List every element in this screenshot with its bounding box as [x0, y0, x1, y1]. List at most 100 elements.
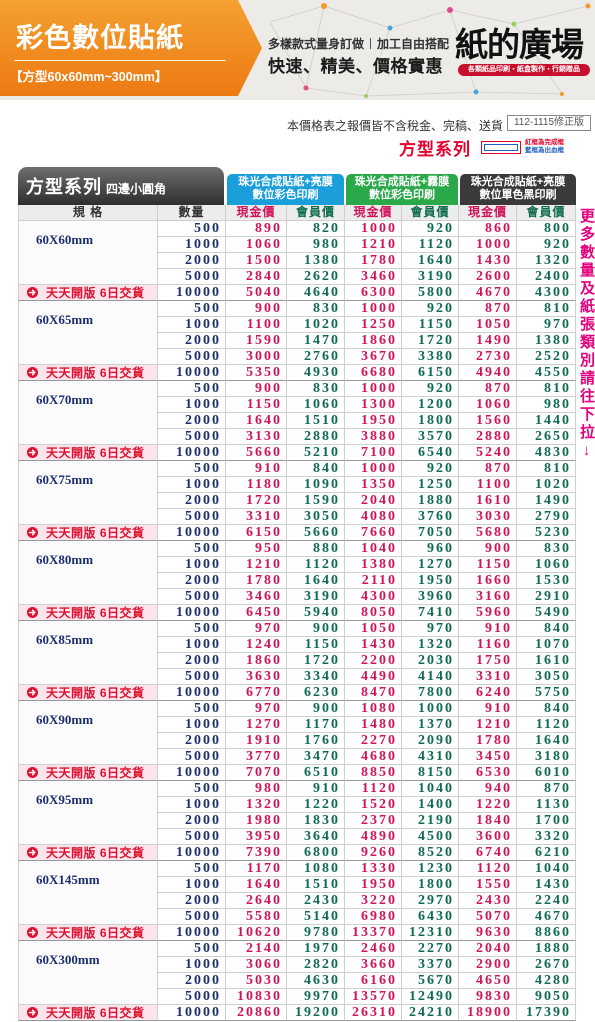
member-price-cell: 5490	[517, 605, 576, 621]
column-header-cash-price: 現金價	[226, 205, 287, 221]
size-label: 60X65mm	[18, 301, 158, 365]
member-price-cell: 1320	[402, 637, 459, 653]
member-price-cell: 1700	[517, 813, 576, 829]
quantity-cell: 5000	[158, 989, 226, 1005]
member-price-cell: 1020	[287, 317, 345, 333]
arrow-circle-icon	[27, 527, 38, 538]
quantity-cell: 2000	[158, 413, 226, 429]
member-price-cell: 3340	[287, 669, 345, 685]
cash-price-cell: 3630	[226, 669, 287, 685]
quantity-cell: 500	[158, 541, 226, 557]
cash-price-cell: 4680	[345, 749, 402, 765]
cash-price-cell: 1050	[459, 317, 517, 333]
version-badge: 112-1115修正版	[507, 115, 591, 131]
member-price-cell: 3050	[517, 669, 576, 685]
member-price-cell: 1380	[517, 333, 576, 349]
cash-price-cell: 7660	[345, 525, 402, 541]
member-price-cell: 1000	[402, 701, 459, 717]
group-header-line1: 珠光合成貼紙+霧膜	[354, 176, 450, 188]
bleed-frame-icon	[484, 144, 518, 151]
price-notice: 本價格表之報價皆不含稅金、完稿、送貨	[286, 119, 503, 133]
cash-price-cell: 860	[459, 221, 517, 237]
member-price-cell: 8520	[402, 845, 459, 861]
arrow-circle-icon	[27, 607, 38, 618]
cash-price-cell: 4670	[459, 285, 517, 301]
cash-price-cell: 2040	[345, 493, 402, 509]
cash-price-cell: 6680	[345, 365, 402, 381]
quantity-cell: 10000	[158, 765, 226, 781]
cash-price-cell: 5680	[459, 525, 517, 541]
member-price-cell: 5800	[402, 285, 459, 301]
cash-price-cell: 6740	[459, 845, 517, 861]
tagline-right: 加工自由搭配	[377, 37, 450, 51]
member-price-cell: 1070	[517, 637, 576, 653]
cash-price-cell: 1060	[226, 237, 287, 253]
cash-price-cell: 970	[226, 621, 287, 637]
cash-price-cell: 1780	[459, 733, 517, 749]
delivery-note-text: 天天開版 6日交貨	[46, 286, 145, 300]
quantity-cell: 10000	[158, 845, 226, 861]
quantity-cell: 500	[158, 861, 226, 877]
cash-price-cell: 7390	[226, 845, 287, 861]
quantity-cell: 5000	[158, 909, 226, 925]
cash-price-cell: 4890	[345, 829, 402, 845]
price-table: 規 格 數量 現金價 會員價 現金價 會員價 現金價 會員價 60X60mm 50…	[18, 205, 576, 1021]
member-price-cell: 900	[287, 701, 345, 717]
delivery-note: 天天開版 6日交貨	[18, 605, 158, 621]
quantity-cell: 5000	[158, 429, 226, 445]
cash-price-cell: 8850	[345, 765, 402, 781]
member-price-cell: 1950	[402, 573, 459, 589]
cash-price-cell: 1000	[345, 221, 402, 237]
size-label: 60X90mm	[18, 701, 158, 765]
member-price-cell: 5230	[517, 525, 576, 541]
quantity-cell: 2000	[158, 253, 226, 269]
cash-price-cell: 1980	[226, 813, 287, 829]
cash-price-cell: 1590	[226, 333, 287, 349]
cash-price-cell: 5580	[226, 909, 287, 925]
arrow-circle-icon	[27, 367, 38, 378]
arrow-circle-icon	[27, 927, 38, 938]
cash-price-cell: 6980	[345, 909, 402, 925]
group-header-line1: 珠光合成貼紙+亮膜	[470, 176, 566, 188]
scroll-hint: 更多數量及紙張類別請往下拉↓	[578, 208, 595, 462]
member-price-cell: 1170	[287, 717, 345, 733]
cash-price-cell: 1120	[345, 781, 402, 797]
member-price-cell: 4630	[287, 973, 345, 989]
quantity-cell: 1000	[158, 317, 226, 333]
column-header-spec: 規 格	[18, 205, 158, 221]
cash-price-cell: 4940	[459, 365, 517, 381]
member-price-cell: 1150	[287, 637, 345, 653]
member-price-cell: 24210	[402, 1005, 459, 1021]
member-price-cell: 1370	[402, 717, 459, 733]
member-price-cell: 1510	[287, 877, 345, 893]
cash-price-cell: 1100	[226, 317, 287, 333]
cash-price-cell: 5240	[459, 445, 517, 461]
cash-price-cell: 1840	[459, 813, 517, 829]
cash-price-cell: 1640	[226, 413, 287, 429]
cash-price-cell: 1150	[459, 557, 517, 573]
cash-price-cell: 3460	[226, 589, 287, 605]
delivery-note-text: 天天開版 6日交貨	[46, 846, 145, 860]
member-price-cell: 1830	[287, 813, 345, 829]
member-price-cell: 5210	[287, 445, 345, 461]
member-price-cell: 3960	[402, 589, 459, 605]
member-price-cell: 19200	[287, 1005, 345, 1021]
member-price-cell: 1220	[287, 797, 345, 813]
cash-price-cell: 900	[459, 541, 517, 557]
member-price-cell: 7410	[402, 605, 459, 621]
cash-price-cell: 3030	[459, 509, 517, 525]
size-label: 60X75mm	[18, 461, 158, 525]
cash-price-cell: 1120	[459, 861, 517, 877]
member-price-cell: 1720	[402, 333, 459, 349]
cash-price-cell: 870	[459, 301, 517, 317]
member-price-cell: 1120	[287, 557, 345, 573]
member-price-cell: 4930	[287, 365, 345, 381]
quantity-cell: 1000	[158, 877, 226, 893]
member-price-cell: 1270	[402, 557, 459, 573]
member-price-cell: 1640	[287, 573, 345, 589]
member-price-cell: 6540	[402, 445, 459, 461]
delivery-note-text: 天天開版 6日交貨	[46, 766, 145, 780]
delivery-note-text: 天天開版 6日交貨	[46, 606, 145, 620]
cash-price-cell: 1780	[345, 253, 402, 269]
member-price-cell: 3570	[402, 429, 459, 445]
